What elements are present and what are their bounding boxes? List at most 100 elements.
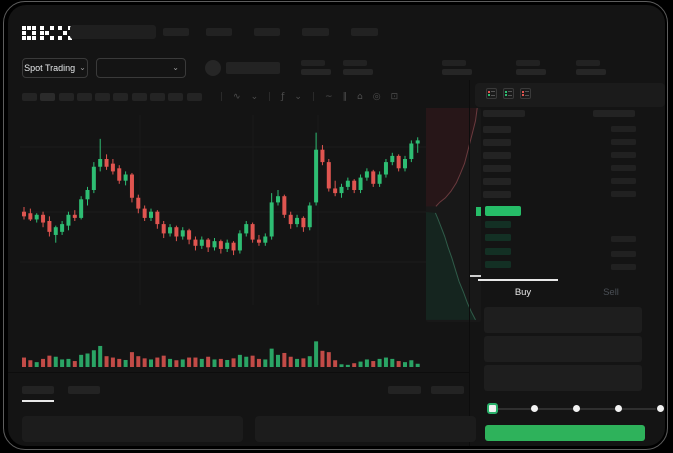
volume-bar xyxy=(352,363,357,367)
ask-price-placeholder[interactable] xyxy=(483,152,511,159)
market-type-dropdown[interactable]: Spot Trading ⌄ xyxy=(22,58,88,78)
ask-price-placeholder[interactable] xyxy=(483,165,511,172)
bid-price-placeholder[interactable] xyxy=(485,221,511,228)
orders-box xyxy=(255,416,476,442)
ask-price-placeholder[interactable] xyxy=(483,139,511,146)
candlestick-chart[interactable] xyxy=(20,105,426,373)
candle xyxy=(288,214,293,225)
stat-label-placeholder xyxy=(343,60,367,66)
nav-item-placeholder[interactable] xyxy=(302,28,329,36)
ask-price-placeholder[interactable] xyxy=(483,191,511,198)
interval-button-placeholder[interactable] xyxy=(131,93,147,101)
camera-icon[interactable]: ⌂ xyxy=(357,91,363,102)
ask-price-placeholder[interactable] xyxy=(483,178,511,185)
line-tool-icon[interactable]: ~ xyxy=(324,91,333,102)
candlestick-style-icon[interactable]: ∿ xyxy=(233,91,241,102)
bid-price-placeholder[interactable] xyxy=(485,261,511,268)
volume-bar xyxy=(161,355,166,367)
candle xyxy=(123,174,128,181)
candle xyxy=(206,239,211,248)
volume-chart[interactable] xyxy=(20,335,426,367)
toolbar-divider: | xyxy=(311,91,315,102)
orders-tab[interactable] xyxy=(22,386,54,394)
candle xyxy=(161,224,166,234)
nav-item-placeholder[interactable] xyxy=(351,28,378,36)
candle xyxy=(193,239,198,246)
interval-button-placeholder[interactable] xyxy=(186,93,202,101)
interval-button-placeholder[interactable] xyxy=(22,93,37,101)
interval-button-placeholder[interactable] xyxy=(76,93,92,101)
settings-icon[interactable]: ◎ xyxy=(372,91,381,102)
stat-value-placeholder xyxy=(442,69,472,75)
volume-bar xyxy=(168,358,173,367)
volume-bar xyxy=(34,362,39,367)
interval-button-placeholder[interactable] xyxy=(168,93,184,101)
bid-price-placeholder[interactable] xyxy=(485,234,511,241)
volume-bar xyxy=(136,356,141,367)
chevron-down-icon[interactable]: ⌄ xyxy=(250,91,259,102)
candle xyxy=(47,221,52,232)
candle xyxy=(314,149,319,203)
volume-bar xyxy=(231,358,236,367)
pair-dropdown[interactable]: ⌄ xyxy=(96,58,186,78)
nav-item-placeholder[interactable] xyxy=(163,28,189,36)
slider-stop[interactable] xyxy=(615,405,622,412)
chevron-down-icon[interactable]: ⌄ xyxy=(294,91,302,102)
ask-price-placeholder[interactable] xyxy=(483,126,511,133)
nav-item-placeholder[interactable] xyxy=(206,28,232,36)
candle xyxy=(282,196,287,215)
volume-bar xyxy=(244,356,249,367)
volume-bar xyxy=(123,359,128,367)
last-price-row[interactable] xyxy=(485,206,521,216)
volume-bar xyxy=(66,358,71,367)
volume-bar xyxy=(104,356,109,367)
interval-button-placeholder[interactable] xyxy=(150,93,166,101)
app-window: Spot Trading ⌄ ⌄ | ∿ ⌄ | ƒ ⌄ | ~ ∥ ⌂ ◎ ⊡ Buy Sell xyxy=(8,5,665,446)
volume-bar xyxy=(339,364,344,367)
candle xyxy=(98,159,103,167)
volume-bar xyxy=(91,350,96,367)
indicator-icon[interactable]: ƒ xyxy=(281,91,285,102)
candle xyxy=(256,239,261,243)
volume-bar xyxy=(282,352,287,367)
panel-action-placeholder[interactable] xyxy=(388,386,421,394)
candle xyxy=(352,180,357,190)
book-bids-icon[interactable] xyxy=(503,88,514,99)
price-field[interactable] xyxy=(484,307,642,333)
interval-toolbar xyxy=(22,93,202,101)
slider-stop[interactable] xyxy=(657,405,664,412)
volume-bar xyxy=(383,357,388,367)
interval-button-placeholder[interactable] xyxy=(95,93,111,101)
slider-handle[interactable] xyxy=(487,403,498,414)
interval-button-placeholder[interactable] xyxy=(113,93,129,101)
ask-size-placeholder xyxy=(611,152,636,158)
book-asks-icon[interactable] xyxy=(520,88,531,99)
bid-price-placeholder[interactable] xyxy=(485,248,511,255)
stat-label-placeholder xyxy=(442,60,466,66)
candle xyxy=(174,227,179,237)
slider-stop[interactable] xyxy=(573,405,580,412)
tab-sell[interactable]: Sell xyxy=(603,287,619,298)
total-field[interactable] xyxy=(484,365,642,391)
volume-bar xyxy=(256,358,261,367)
tab-buy[interactable]: Buy xyxy=(514,287,532,298)
interval-button-placeholder[interactable] xyxy=(40,93,56,101)
candle xyxy=(364,171,369,178)
history-tab[interactable] xyxy=(68,386,100,394)
volume-bar xyxy=(193,357,198,367)
nav-item-placeholder[interactable] xyxy=(254,28,280,36)
search-input[interactable] xyxy=(70,25,156,39)
slider-stop[interactable] xyxy=(531,405,538,412)
panel-action-placeholder[interactable] xyxy=(431,386,464,394)
divider xyxy=(469,80,470,446)
fullscreen-icon[interactable]: ⊡ xyxy=(390,91,399,102)
amount-field[interactable] xyxy=(484,336,642,362)
buy-submit-button[interactable] xyxy=(485,425,645,441)
volume-bar xyxy=(180,359,185,367)
compare-icon[interactable]: ∥ xyxy=(342,91,348,102)
volume-bar xyxy=(415,363,420,367)
interval-button-placeholder[interactable] xyxy=(58,93,74,101)
depth-chart[interactable] xyxy=(426,108,481,322)
pair-title-placeholder xyxy=(226,62,280,74)
book-combined-icon[interactable] xyxy=(486,88,497,99)
